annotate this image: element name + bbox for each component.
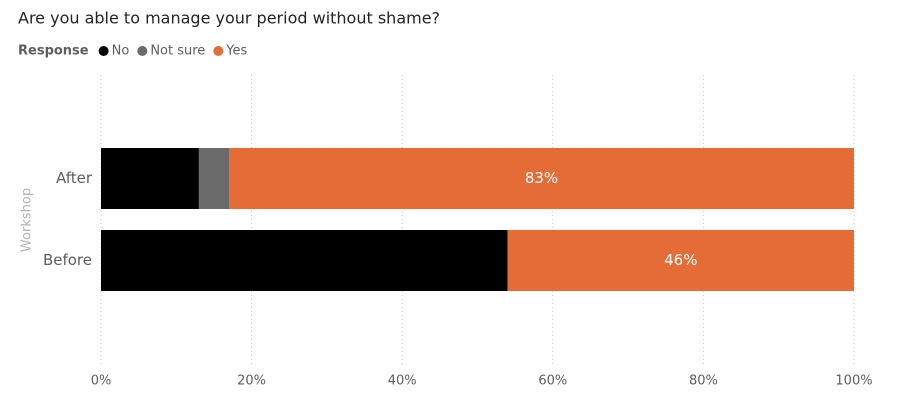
- bar-segment: [101, 148, 199, 209]
- bar-segment: [101, 230, 508, 291]
- x-tick-label: 100%: [835, 374, 872, 389]
- bar-segment: [198, 148, 230, 209]
- chart-title: Are you able to manage your period witho…: [18, 9, 440, 28]
- legend-title: Response: [18, 44, 89, 59]
- bar-segment: [507, 230, 854, 291]
- y-axis-title: Workshop: [20, 188, 35, 252]
- y-tick-label: After: [56, 169, 93, 187]
- legend-label: Not sure: [150, 44, 205, 59]
- legend-marker: [98, 46, 109, 56]
- x-tick-label: 0%: [91, 374, 112, 389]
- x-tick-label: 60%: [538, 374, 567, 389]
- bar-segment: [229, 148, 854, 209]
- legend-marker: [213, 46, 224, 56]
- x-tick-label: 80%: [689, 374, 718, 389]
- data-label: 46%: [664, 251, 697, 269]
- legend-label: Yes: [225, 44, 247, 59]
- data-label: 83%: [525, 169, 558, 187]
- y-tick-label: Before: [43, 251, 92, 269]
- legend-marker: [137, 46, 148, 56]
- x-tick-label: 40%: [388, 374, 417, 389]
- x-tick-label: 20%: [237, 374, 266, 389]
- legend-label: No: [112, 44, 130, 59]
